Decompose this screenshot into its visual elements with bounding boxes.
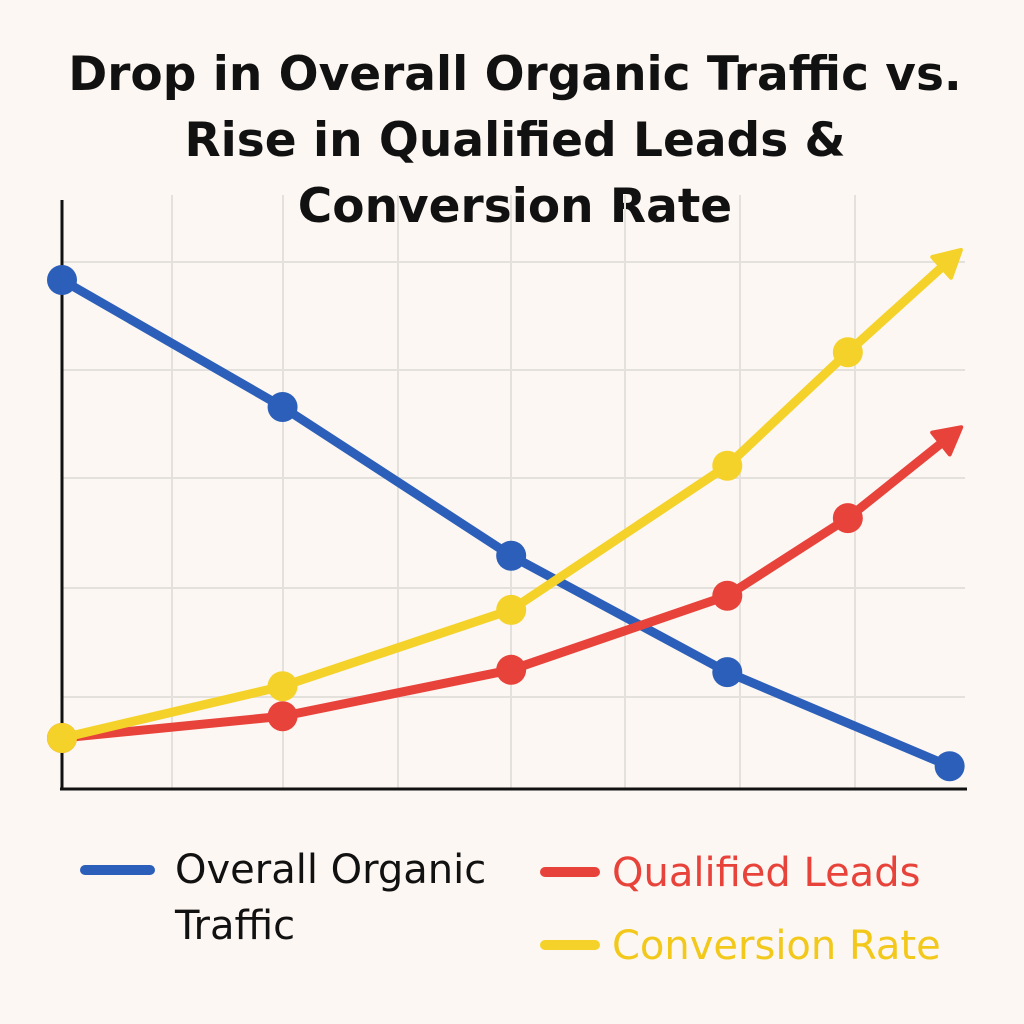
data-point: [496, 654, 527, 685]
arrow-head: [930, 247, 963, 280]
data-point: [496, 594, 527, 625]
data-point: [496, 540, 527, 571]
series-line: [57, 427, 960, 743]
data-point: [712, 450, 743, 481]
legend-label: Overall Organic Traffic: [175, 847, 487, 949]
data-point: [47, 264, 77, 295]
data-point: [47, 723, 77, 754]
data-point: [832, 337, 863, 368]
series-line: [57, 275, 955, 771]
data-point: [832, 503, 863, 534]
data-point: [267, 391, 298, 422]
data-point: [267, 671, 298, 702]
data-point: [267, 701, 298, 732]
data-point: [934, 751, 965, 782]
arrow-head: [930, 425, 964, 457]
data-point: [712, 657, 743, 688]
data-point: [712, 580, 743, 611]
chart-title: Drop in Overall Organic Traffic vs. Rise…: [68, 47, 962, 234]
legend-label: Conversion Rate: [612, 923, 941, 969]
grid: [62, 195, 965, 788]
series-line: [57, 250, 960, 743]
legend-label: Qualified Leads: [612, 850, 921, 896]
